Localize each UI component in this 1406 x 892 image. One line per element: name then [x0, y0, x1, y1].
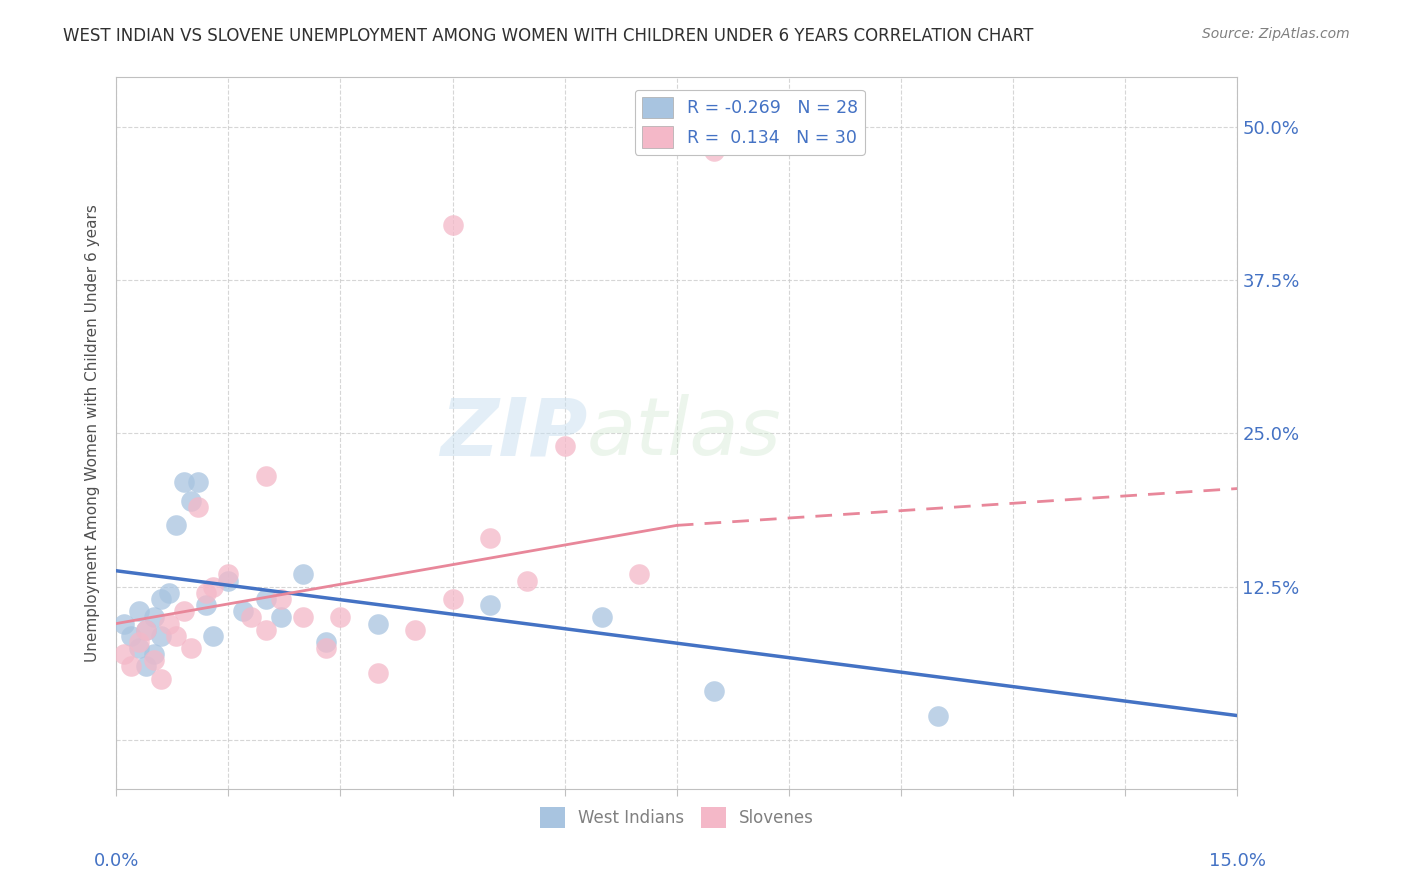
Point [120, 659, 142, 673]
Text: ZIP: ZIP [440, 394, 588, 473]
Point [703, 144, 725, 158]
Point [292, 567, 315, 582]
Point [165, 518, 187, 533]
Point [329, 610, 352, 624]
Point [254, 592, 277, 607]
Point [150, 629, 173, 643]
Point [315, 635, 337, 649]
Legend: West Indians, Slovenes: West Indians, Slovenes [533, 801, 821, 834]
Text: atlas: atlas [588, 394, 782, 473]
Point [367, 616, 389, 631]
Point [254, 623, 277, 637]
Point [112, 616, 135, 631]
Y-axis label: Unemployment Among Women with Children Under 6 years: Unemployment Among Women with Children U… [86, 204, 100, 662]
Point [239, 610, 262, 624]
Point [150, 592, 173, 607]
Point [367, 665, 389, 680]
Point [554, 439, 576, 453]
Point [292, 610, 315, 624]
Point [194, 598, 217, 612]
Text: Source: ZipAtlas.com: Source: ZipAtlas.com [1202, 27, 1350, 41]
Point [187, 475, 209, 490]
Text: WEST INDIAN VS SLOVENE UNEMPLOYMENT AMONG WOMEN WITH CHILDREN UNDER 6 YEARS CORR: WEST INDIAN VS SLOVENE UNEMPLOYMENT AMON… [63, 27, 1033, 45]
Point [173, 604, 195, 618]
Point [142, 610, 165, 624]
Point [441, 218, 464, 232]
Point [232, 604, 254, 618]
Point [157, 616, 180, 631]
Point [217, 574, 239, 588]
Point [165, 629, 187, 643]
Point [628, 567, 651, 582]
Point [128, 635, 150, 649]
Point [478, 531, 501, 545]
Point [180, 493, 202, 508]
Point [404, 623, 426, 637]
Point [157, 586, 180, 600]
Point [703, 684, 725, 698]
Point [202, 629, 225, 643]
Point [194, 586, 217, 600]
Point [180, 641, 202, 656]
Point [112, 647, 135, 661]
Text: 0.0%: 0.0% [94, 852, 139, 870]
Point [202, 580, 225, 594]
Point [173, 475, 195, 490]
Point [591, 610, 613, 624]
Point [217, 567, 239, 582]
Point [128, 604, 150, 618]
Point [315, 641, 337, 656]
Point [135, 623, 157, 637]
Point [441, 592, 464, 607]
Point [128, 641, 150, 656]
Point [478, 598, 501, 612]
Point [516, 574, 538, 588]
Point [120, 629, 142, 643]
Point [270, 592, 292, 607]
Point [142, 653, 165, 667]
Point [187, 500, 209, 514]
Point [135, 659, 157, 673]
Point [150, 672, 173, 686]
Point [142, 647, 165, 661]
Point [254, 469, 277, 483]
Text: 15.0%: 15.0% [1209, 852, 1265, 870]
Point [927, 708, 949, 723]
Point [135, 623, 157, 637]
Point [270, 610, 292, 624]
